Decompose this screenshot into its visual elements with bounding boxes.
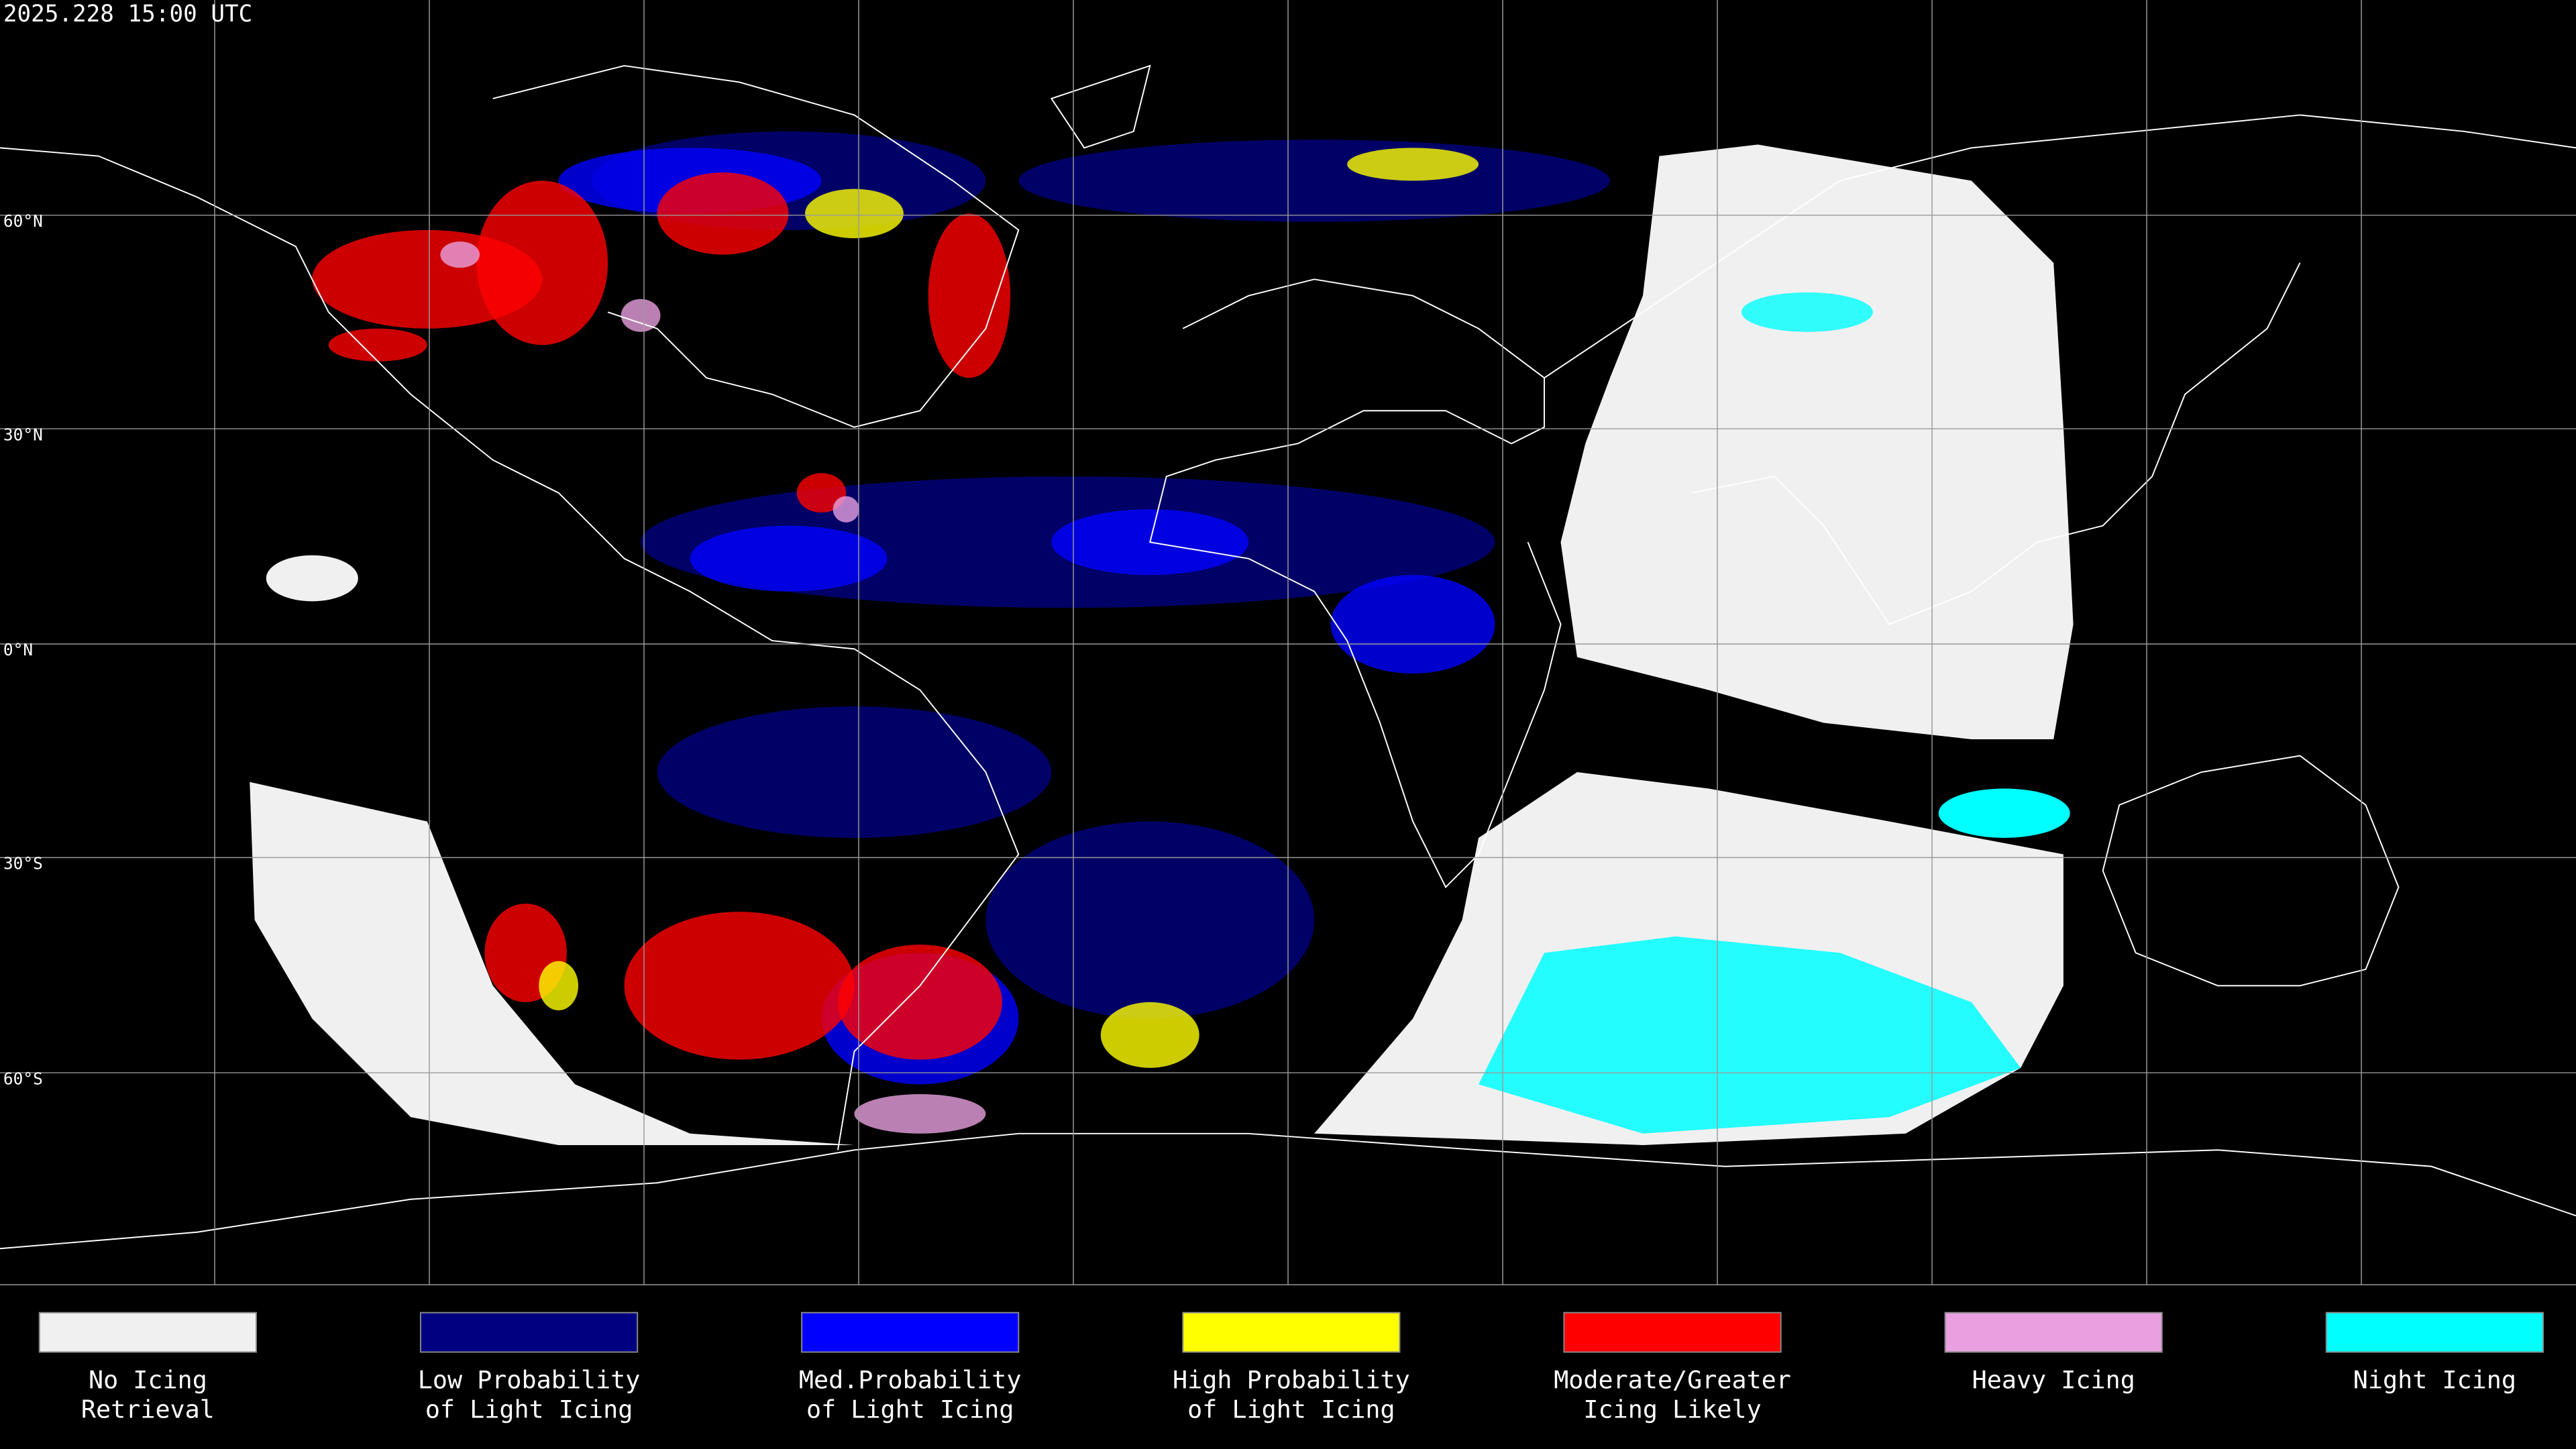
night-icing-region <box>1938 788 2070 838</box>
icing-region <box>1100 1002 1199 1068</box>
icing-region <box>624 912 855 1060</box>
legend-swatch <box>38 1311 258 1353</box>
legend-swatch <box>1182 1311 1401 1353</box>
icing-region <box>854 1094 986 1134</box>
icing-region <box>985 821 1315 1019</box>
legend-swatch <box>801 1311 1020 1353</box>
legend-label: Moderate/Greater <box>1554 1365 1791 1394</box>
legend-label: of Light Icing <box>1187 1395 1395 1424</box>
icing-region <box>657 172 789 255</box>
icing-region <box>690 525 888 592</box>
coastline <box>0 147 1020 1150</box>
icing-region <box>476 180 608 345</box>
icing-region <box>539 961 579 1011</box>
icing-region <box>328 328 427 362</box>
legend-label: Icing Likely <box>1583 1395 1761 1424</box>
icing-region <box>1330 575 1495 674</box>
no-retrieval-region <box>266 555 358 602</box>
coastline <box>1544 114 2576 379</box>
icing-region <box>805 189 904 239</box>
coastlines <box>0 64 2576 1250</box>
graticule <box>0 0 2576 1285</box>
legend-label: of Light Icing <box>425 1395 633 1424</box>
icing-region <box>1018 140 1610 222</box>
legend-label: Low Probability <box>418 1365 641 1394</box>
icing-region <box>657 706 1052 838</box>
icing-region <box>440 241 480 268</box>
latitude-label: 60°N <box>3 211 43 231</box>
night-icing-region <box>1741 292 1873 332</box>
coastline <box>1149 278 1562 889</box>
legend-swatch <box>1563 1311 1782 1353</box>
icing-regions <box>250 131 2074 1145</box>
legend-label: Retrieval <box>81 1395 215 1424</box>
latitude-labels: 60°N 30°N 0°N 30°S 60°S <box>3 211 43 1088</box>
legend-swatch <box>419 1311 639 1353</box>
legend-label: No Icing <box>89 1365 207 1394</box>
legend-label: High Probability <box>1173 1365 1410 1394</box>
legend-swatch <box>2325 1311 2544 1353</box>
no-retrieval-region <box>250 782 855 1145</box>
legend-label: Night Icing <box>2353 1365 2516 1394</box>
coastline <box>492 64 1020 428</box>
coastline <box>1692 262 2301 625</box>
latitude-label: 30°S <box>3 854 43 873</box>
legend-label: Med.Probability <box>799 1365 1022 1394</box>
legend-swatch <box>1944 1311 2163 1353</box>
icing-region <box>796 473 847 513</box>
coastline <box>0 1132 2576 1250</box>
icing-region <box>837 945 1002 1060</box>
icing-region <box>928 213 1011 378</box>
map-title: 2025.228 15:00 UTC <box>3 1 252 28</box>
icing-region <box>621 299 661 332</box>
latitude-label: 0°N <box>3 640 33 659</box>
icing-region <box>1347 148 1479 181</box>
coastline <box>2102 755 2400 987</box>
icing-region <box>833 496 859 523</box>
night-icing-region <box>1479 936 2021 1134</box>
legend-label: Heavy Icing <box>1972 1365 2135 1394</box>
latitude-label: 60°S <box>3 1069 43 1088</box>
legend-label: of Light Icing <box>806 1395 1014 1424</box>
latitude-label: 30°N <box>3 425 43 444</box>
no-retrieval-region <box>1560 144 2074 740</box>
